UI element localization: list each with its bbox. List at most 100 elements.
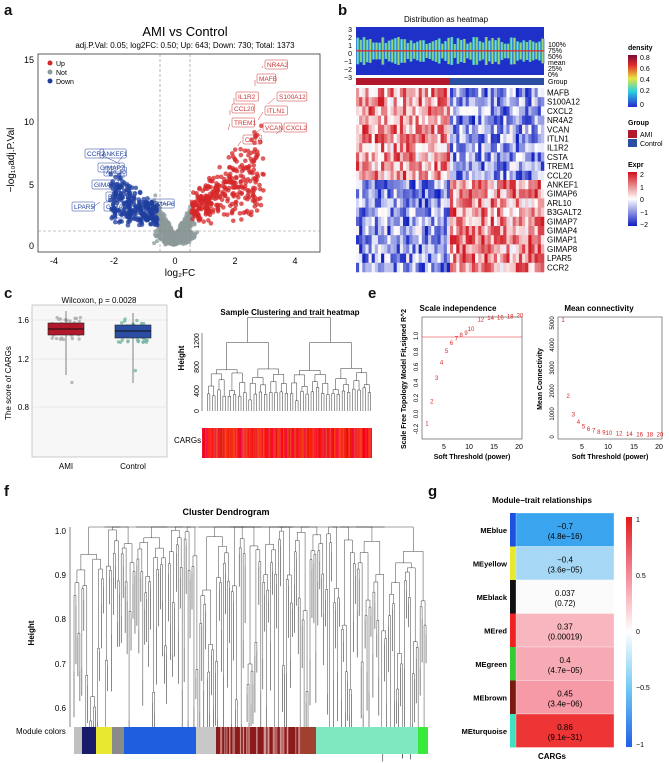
heatmap-cell xyxy=(399,253,404,264)
heatmap-gene-label: GIMAP1 xyxy=(547,236,578,245)
point-down xyxy=(137,189,143,195)
point-up xyxy=(206,197,212,203)
heatmap-cell xyxy=(443,97,448,107)
heatmap-cell xyxy=(471,134,476,144)
ytick: 1.0 xyxy=(414,331,420,340)
heatmap-cell xyxy=(450,97,454,107)
heatmap-cell xyxy=(518,124,523,135)
heatmap-cell xyxy=(396,88,401,98)
point-up xyxy=(238,146,243,152)
heatmap-cell xyxy=(475,152,479,162)
density-tick: 1 xyxy=(348,43,352,50)
heatmap-cell xyxy=(493,180,498,190)
heatmap-cell xyxy=(409,253,413,264)
ytick: 0 xyxy=(550,435,556,439)
heatmap-cell xyxy=(497,88,501,98)
heatmap-cell xyxy=(359,253,363,264)
heatmap-cell xyxy=(431,253,435,264)
heatmap-cell xyxy=(500,106,504,116)
point-not xyxy=(190,232,195,237)
gene-label-up: ITLN1 xyxy=(267,108,285,115)
module-corr: 0.037 xyxy=(555,589,576,598)
heatmap-cell xyxy=(399,124,404,135)
heatmap-cell xyxy=(356,134,360,144)
heatmap-cell xyxy=(396,226,401,236)
volcano-title: AMI vs Control xyxy=(142,24,227,39)
heatmap-cell xyxy=(434,180,438,190)
heatmap-cell xyxy=(468,97,473,107)
heatmap-cell xyxy=(512,244,517,254)
trait-cell xyxy=(264,428,267,458)
expr-legend-title: Expr xyxy=(628,162,644,169)
heatmap-cell xyxy=(359,235,363,245)
heatmap-cell xyxy=(356,170,360,181)
heatmap-cell xyxy=(475,189,479,199)
heatmap-cell xyxy=(540,216,545,227)
heatmap-cell xyxy=(522,262,526,273)
point-up xyxy=(260,156,266,161)
trait-cell xyxy=(365,428,367,458)
heatmap-cell xyxy=(528,216,532,227)
ytick: 15 xyxy=(24,55,34,65)
density-legend-tick: 0.6 xyxy=(640,66,650,73)
module-corr: 0.45 xyxy=(557,689,573,698)
heatmap-cell xyxy=(500,124,504,135)
category-ami: AMI xyxy=(59,462,73,471)
heatmap-cell xyxy=(515,161,520,172)
group-legend-title: Group xyxy=(628,120,649,127)
trait-cell xyxy=(338,428,340,458)
heatmap-cell xyxy=(462,216,466,227)
trait-cell xyxy=(219,428,221,458)
trait-cell xyxy=(241,428,244,458)
heatmap-cell xyxy=(484,198,488,208)
heatmap-cell xyxy=(396,134,401,144)
heatmap-cell xyxy=(356,88,360,98)
heatmap-cell xyxy=(518,152,523,162)
xtick: -2 xyxy=(110,256,118,266)
heatmap-cell xyxy=(540,235,545,245)
heatmap-cell xyxy=(518,161,523,172)
heatmap-cell xyxy=(428,143,432,153)
heatmap-cell xyxy=(415,88,419,98)
heatmap-cell xyxy=(399,143,404,153)
panel-label-b: b xyxy=(338,2,348,19)
heatmap-cell xyxy=(387,253,391,264)
heatmap-cell xyxy=(359,198,363,208)
heatmap-cell xyxy=(487,189,492,199)
heatmap-cell xyxy=(371,235,376,245)
legend-up: Up xyxy=(56,61,65,68)
heatmap-cell xyxy=(359,180,363,190)
heatmap-cell xyxy=(528,152,532,162)
heatmap-cell xyxy=(390,180,394,190)
heatmap-cell xyxy=(487,106,492,116)
heatmap-cell xyxy=(393,106,398,116)
heatmap-cell xyxy=(399,106,404,116)
heatmap-cell xyxy=(403,226,407,236)
gene-label-down: GIMAP8 xyxy=(106,204,131,211)
score-point xyxy=(78,315,83,320)
heatmap-cell xyxy=(453,244,457,254)
heatmap-cell xyxy=(450,88,454,98)
point-up xyxy=(231,180,237,186)
heatmap-cell xyxy=(459,244,463,254)
heatmap-cell xyxy=(450,216,454,227)
heatmap-cell xyxy=(478,97,482,107)
heatmap-cell xyxy=(393,207,398,218)
heatmap-cell xyxy=(497,244,501,254)
point-up xyxy=(227,165,232,170)
heatmap-cell xyxy=(365,161,369,172)
heatmap-cell xyxy=(396,189,401,199)
heatmap-gene-label: CCL20 xyxy=(547,171,572,180)
heatmap-cell xyxy=(459,143,463,153)
heatmap-cell xyxy=(484,88,488,98)
heatmap-cell xyxy=(453,97,457,107)
heatmap-cell xyxy=(374,244,379,254)
heatmap-cell xyxy=(446,88,451,98)
heatmap-cell xyxy=(440,134,445,144)
heatmap-cell xyxy=(468,207,473,218)
heatmap-cell xyxy=(424,244,429,254)
heatmap-cell xyxy=(462,143,466,153)
heatmap-cell xyxy=(500,97,504,107)
heatmap-cell xyxy=(490,189,495,199)
heatmap-cell xyxy=(412,198,416,208)
